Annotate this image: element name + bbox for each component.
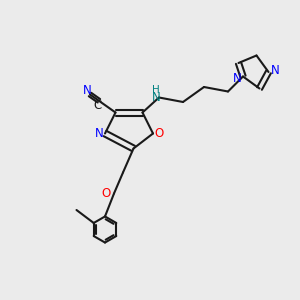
Text: O: O bbox=[102, 187, 111, 200]
Text: O: O bbox=[154, 127, 164, 140]
Text: N: N bbox=[271, 64, 280, 77]
Text: N: N bbox=[94, 127, 103, 140]
Text: N: N bbox=[232, 71, 242, 85]
Text: N: N bbox=[152, 91, 160, 104]
Text: C: C bbox=[93, 99, 102, 112]
Text: N: N bbox=[82, 83, 91, 97]
Text: H: H bbox=[152, 85, 160, 95]
